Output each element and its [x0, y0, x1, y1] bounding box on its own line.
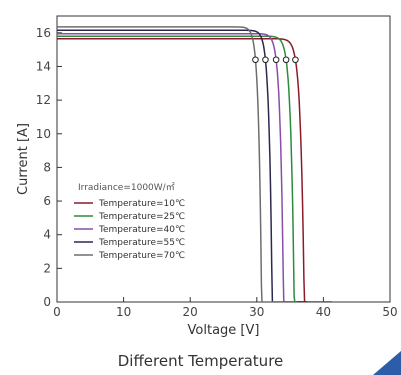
y-tick-label: 16 [36, 26, 51, 40]
series-line [57, 35, 324, 302]
series-line [57, 26, 297, 302]
legend-label: Temperature=55℃ [98, 238, 185, 248]
series-line [57, 32, 315, 302]
x-tick-label: 40 [316, 305, 331, 319]
x-tick-label: 20 [183, 305, 198, 319]
y-tick-label: 2 [43, 261, 51, 275]
chart-caption: Different Temperature [117, 352, 284, 370]
legend-label: Temperature=70℃ [98, 251, 185, 261]
mpp-marker [282, 56, 290, 64]
y-tick-label: 10 [36, 127, 51, 141]
legend-label: Temperature=25℃ [98, 212, 185, 222]
y-tick-label: 14 [36, 59, 51, 73]
legend-title: Irradiance=1000W/㎡ [78, 182, 175, 193]
x-tick-label: 0 [53, 305, 61, 319]
y-axis-label: Current [A] [16, 123, 31, 195]
series-line [57, 29, 308, 302]
mpp-marker [262, 56, 269, 64]
legend-label: Temperature=40℃ [98, 225, 185, 235]
x-tick-label: 10 [116, 305, 131, 319]
x-tick-label: 30 [249, 305, 264, 319]
x-tick-label: 50 [382, 305, 397, 319]
y-tick-label: 6 [43, 194, 51, 208]
y-tick-label: 12 [36, 93, 51, 107]
x-axis-label: Voltage [V] [188, 323, 260, 338]
iv-curve-chart: 0 10 20 30 40 50 0 2 4 6 8 10 12 14 16 Voltage [V] Curre… [16, 15, 398, 338]
y-tick-label: 4 [43, 228, 51, 242]
corner-decoration [373, 351, 401, 375]
plot-frame [56, 15, 391, 303]
series-line [57, 37, 333, 302]
mpp-marker [292, 56, 299, 64]
mpp-marker [272, 56, 280, 64]
y-tick-label: 0 [43, 295, 51, 309]
y-tick-label: 8 [43, 160, 51, 174]
mpp-marker [252, 56, 259, 64]
legend-label: Temperature=10℃ [98, 199, 185, 209]
